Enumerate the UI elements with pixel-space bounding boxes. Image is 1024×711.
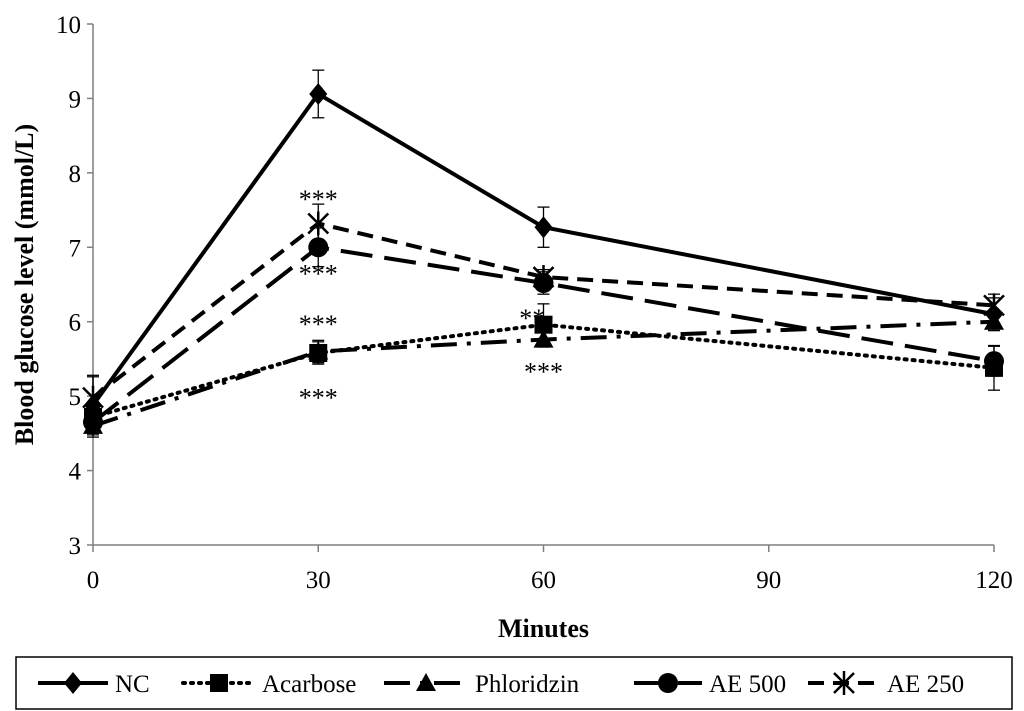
- chart-legend: NC Acarbose Phloridzin AE 500 AE 250: [15, 656, 1013, 710]
- legend-item-ae-250: AE 250: [808, 671, 964, 698]
- y-tick-label: 10: [56, 12, 81, 39]
- data-point: [309, 82, 328, 105]
- x-tick-label: 120: [975, 567, 1013, 594]
- data-point: [984, 351, 1004, 372]
- significance-annotation: **: [519, 304, 545, 333]
- data-point: [307, 211, 330, 236]
- legend-label: Acarbose: [262, 671, 356, 698]
- significance-annotation: ***: [299, 384, 338, 413]
- series-ae-250: [82, 203, 1005, 421]
- significance-annotation: ***: [299, 259, 338, 288]
- y-tick-label: 4: [69, 459, 82, 486]
- legend-item-phloridzin: Phloridzin: [384, 671, 580, 698]
- y-tick-label: 7: [69, 235, 82, 262]
- series-ae-500: [83, 227, 1004, 438]
- legend-marker: [416, 673, 436, 691]
- legend-label: AE 500: [709, 671, 786, 698]
- x-tick-label: 30: [306, 567, 331, 594]
- chart-axes: 3 4 5 6 7 8 9 10 0 30 60 90 120: [56, 12, 1013, 594]
- series-line: [91, 91, 995, 407]
- x-tick-label: 0: [87, 567, 100, 594]
- legend-label: NC: [115, 671, 150, 698]
- y-tick-label: 8: [69, 161, 82, 188]
- legend-item-acarbose: Acarbose: [181, 671, 356, 698]
- legend-marker: [64, 672, 82, 694]
- y-tick-label: 9: [69, 86, 82, 113]
- legend-marker: [833, 671, 855, 695]
- y-tick-label: 6: [69, 310, 82, 337]
- data-point: [533, 329, 554, 348]
- x-axis-title: Minutes: [498, 614, 589, 643]
- series-line: [92, 319, 995, 428]
- data-point: [83, 412, 103, 433]
- significance-annotation: ***: [299, 310, 338, 339]
- data-point: [534, 315, 553, 334]
- significance-annotation: ***: [299, 185, 338, 214]
- significance-annotation: ***: [524, 358, 563, 387]
- data-point: [532, 265, 555, 290]
- legend-marker: [210, 674, 228, 692]
- legend-marker: [658, 673, 678, 693]
- y-tick-label: 5: [69, 384, 82, 411]
- data-point: [983, 293, 1005, 318]
- series-line: [91, 245, 995, 424]
- legend-item-ae-500: AE 500: [634, 671, 786, 698]
- data-point: [308, 341, 329, 360]
- chart-marks: [82, 69, 1005, 438]
- series-line: [91, 322, 996, 419]
- data-point: [984, 311, 1004, 330]
- data-point: [534, 216, 553, 239]
- y-axis-title: Blood glucose level (mmol/L): [10, 124, 39, 445]
- series-line: [91, 221, 995, 400]
- y-tick-label: 3: [69, 533, 82, 560]
- data-point: [82, 385, 104, 410]
- x-tick-label: 60: [531, 567, 556, 594]
- legend-item-nc: NC: [38, 671, 150, 698]
- legend-label: AE 250: [887, 671, 964, 698]
- x-tick-label: 90: [756, 567, 781, 594]
- chart-annotations: *****************: [299, 185, 563, 413]
- legend-label: Phloridzin: [475, 671, 580, 698]
